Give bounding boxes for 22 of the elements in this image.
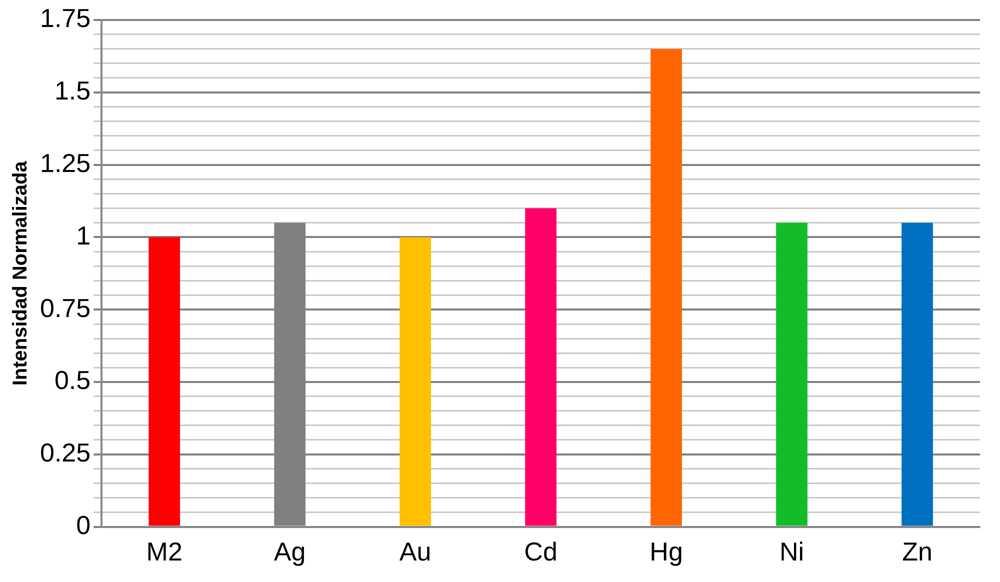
y-tick-label: 0.5: [54, 365, 91, 396]
bar: [902, 222, 933, 526]
y-tick-label: 0: [76, 510, 91, 540]
bar: [650, 48, 682, 526]
x-tick-label: Au: [399, 536, 432, 567]
bar: [525, 208, 556, 526]
bar: [148, 237, 180, 526]
x-tick-label: Zn: [902, 536, 932, 567]
y-axis-title: Intensidad Normalizada: [10, 160, 32, 386]
x-tick-label: Ni: [779, 536, 804, 567]
y-tick-label: 1.75: [40, 3, 91, 34]
x-tick-label: Hg: [650, 536, 683, 567]
bar: [776, 222, 808, 526]
y-tick-label: 1: [76, 220, 91, 250]
y-tick-label: 1.25: [40, 148, 91, 178]
y-tick-label: 0.25: [40, 438, 91, 468]
x-tick-label: Cd: [524, 536, 558, 567]
x-tick-label: M2: [146, 536, 182, 567]
x-tick-label: Ag: [274, 536, 306, 567]
bar: [400, 237, 431, 526]
y-tick-label: 0.75: [40, 292, 91, 323]
y-tick-label: 1.5: [54, 76, 91, 106]
